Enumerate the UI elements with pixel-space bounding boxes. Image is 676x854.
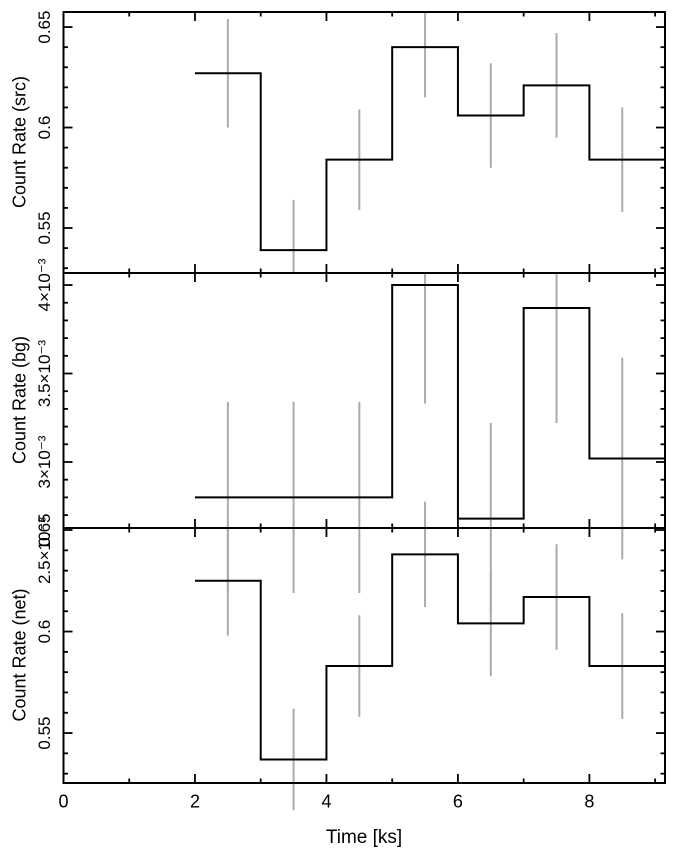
bg-ytick-label: 3×10⁻³ [35,435,54,488]
net-ytick-label: 0.65 [35,513,54,546]
src-tick-labels: 0.55 0.6 0.65 [35,11,54,245]
net-ytick-label: 0.6 [35,620,54,644]
bg-ytick-label: 3.5×10⁻³ [35,340,54,407]
xtick-label: 8 [584,791,594,811]
net-tick-labels: 0.55 0.6 0.65 [35,513,54,749]
xtick-label: 4 [321,791,331,811]
bg-tick-labels: 3×10⁻³ 3.5×10⁻³ 4×10⁻³ 2.5×10⁻³ [35,258,54,584]
src-histogram [194,46,665,252]
x-axis-tick-labels: 0 2 4 6 8 [58,791,594,811]
bg-histogram [194,284,665,520]
net-ticks [62,528,665,783]
xtick-label: 2 [190,791,200,811]
src-ytick-label: 0.65 [35,11,54,44]
xtick-label: 6 [453,791,463,811]
net-histogram [194,553,665,761]
ylabel-count-rate-net: Count Rate (net) [9,588,30,722]
src-ticks [62,12,665,273]
ylabel-count-rate-src: Count Rate (src) [9,75,30,209]
ylabel-count-rate-bg: Count Rate (bg) [9,335,30,465]
bg-ytick-overflow-label: 2.5×10⁻³ [35,517,54,584]
xlabel-time-ks: Time [ks] [325,827,403,848]
panel-src: 0.55 0.6 0.65 [35,11,666,274]
panel-bg: 3×10⁻³ 3.5×10⁻³ 4×10⁻³ 2.5×10⁻³ [35,258,666,615]
bg-ytick-label: 4×10⁻³ [35,258,54,311]
net-ytick-label: 0.55 [35,717,54,750]
src-ytick-label: 0.6 [35,116,54,140]
src-ytick-label: 0.55 [35,211,54,244]
net-frame [62,527,666,784]
xtick-label: 0 [58,791,68,811]
panel-net: 0.55 0.6 0.65 [35,501,666,811]
